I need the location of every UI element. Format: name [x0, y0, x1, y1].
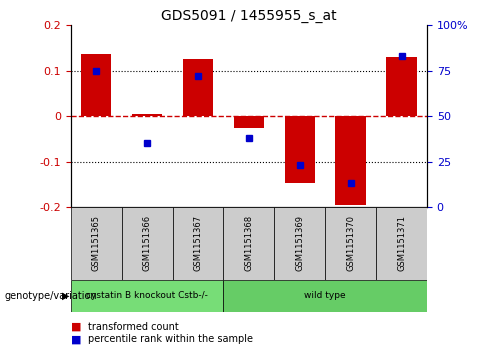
Bar: [71, 207, 122, 280]
Text: GSM1151371: GSM1151371: [397, 215, 406, 271]
Text: GSM1151367: GSM1151367: [193, 215, 203, 271]
Text: ▶: ▶: [62, 291, 70, 301]
Text: GSM1151368: GSM1151368: [244, 215, 253, 271]
Bar: [335, 116, 366, 205]
Bar: [325, 207, 376, 280]
Title: GDS5091 / 1455955_s_at: GDS5091 / 1455955_s_at: [161, 9, 337, 23]
Bar: [285, 116, 315, 183]
Text: percentile rank within the sample: percentile rank within the sample: [88, 334, 253, 344]
Bar: [224, 207, 274, 280]
Text: ■: ■: [71, 322, 85, 332]
Text: GSM1151369: GSM1151369: [295, 215, 305, 271]
Text: GSM1151365: GSM1151365: [92, 215, 101, 271]
Bar: [376, 207, 427, 280]
Bar: [173, 207, 224, 280]
Bar: [71, 280, 224, 312]
Text: ■: ■: [71, 334, 85, 344]
Text: wild type: wild type: [305, 291, 346, 300]
Bar: [81, 54, 111, 116]
Bar: [234, 116, 264, 127]
Text: transformed count: transformed count: [88, 322, 179, 332]
Text: genotype/variation: genotype/variation: [5, 291, 98, 301]
Bar: [386, 57, 417, 116]
Bar: [224, 280, 427, 312]
Bar: [132, 114, 163, 116]
Text: GSM1151366: GSM1151366: [142, 215, 152, 271]
Bar: [122, 207, 173, 280]
Bar: [274, 207, 325, 280]
Text: GSM1151370: GSM1151370: [346, 215, 355, 271]
Text: cystatin B knockout Cstb-/-: cystatin B knockout Cstb-/-: [86, 291, 208, 300]
Bar: [183, 58, 213, 116]
